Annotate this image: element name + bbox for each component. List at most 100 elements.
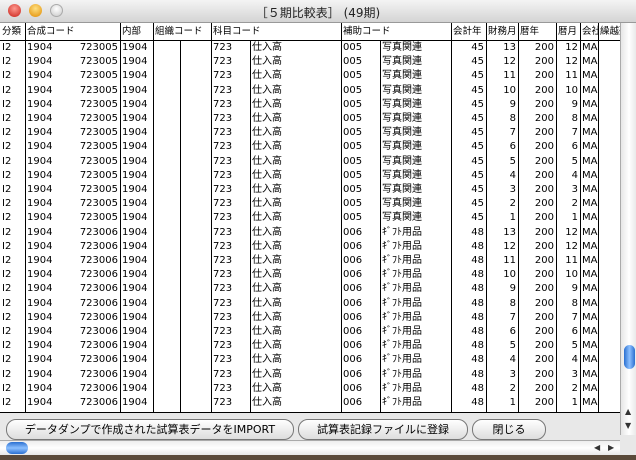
table-cell [180, 339, 211, 353]
table-cell: 1904 [122, 354, 148, 366]
table-row[interactable]: I2 1904 723005 1904 723 仕入高 005 写真関連 45 6 200 6 MA [0, 140, 620, 154]
table-cell: 45 [471, 184, 484, 195]
table-row[interactable]: I2 1904 723005 1904 723 仕入高 005 写真関連 45 3 200 3 MA [0, 183, 620, 197]
column-header[interactable]: 会社 [582, 26, 598, 37]
horizontal-scroll-thumb[interactable] [6, 442, 28, 454]
close-button[interactable]: 閉じる [472, 419, 546, 440]
table-cell: 写真関連 [382, 84, 422, 96]
table-cell: 1904 [27, 297, 53, 309]
table-cell: 5 [571, 155, 578, 167]
table-cell: 仕入高 [252, 226, 282, 238]
table-row[interactable]: I2 1904 723006 1904 723 仕入高 006 ｷﾞﾌﾄ用品 48 11 200 11… [0, 254, 620, 268]
table-cell [180, 311, 211, 325]
table-cell: 005 [343, 212, 363, 224]
table-row[interactable]: I2 1904 723006 1904 723 仕入高 006 ｷﾞﾌﾄ用品 48 7 200 7 MA [0, 311, 620, 325]
table-cell: 723006 [79, 340, 118, 352]
column-header[interactable]: 組織コード [155, 26, 203, 37]
table-row[interactable]: I2 1904 723006 1904 723 仕入高 006 ｷﾞﾌﾄ用品 48 6 200 6 MA [0, 325, 620, 339]
column-header[interactable]: 暦月 [558, 26, 578, 37]
table-cell: 723 [213, 283, 233, 295]
table-cell: 9 [571, 283, 578, 295]
table-cell: 723 [213, 354, 233, 366]
sub-column-divider [380, 41, 381, 412]
table-cell: 006 [343, 226, 363, 238]
column-header[interactable]: 財務月 [488, 26, 517, 37]
column-header[interactable]: 分類 [2, 26, 22, 37]
minimize-window-button[interactable] [29, 4, 42, 17]
table-cell: 1904 [27, 56, 53, 68]
vertical-scroll-thumb[interactable] [624, 345, 635, 369]
table-row[interactable]: I2 1904 723006 1904 723 仕入高 006 ｷﾞﾌﾄ用品 48 13 200 12… [0, 226, 620, 240]
window-title: ［５期比較表］ (49期) [255, 6, 381, 20]
table-cell: I2 [2, 340, 12, 352]
table-row[interactable]: I2 1904 723005 1904 723 仕入高 005 写真関連 45 1 200 1 MA [0, 211, 620, 225]
table-row[interactable]: I2 1904 723005 1904 723 仕入高 005 写真関連 45 12 200 12 MA [0, 55, 620, 69]
table-row[interactable]: I2 1904 723006 1904 723 仕入高 006 ｷﾞﾌﾄ用品 48 2 200 2 MA [0, 382, 620, 396]
table-row[interactable]: I2 1904 723006 1904 723 仕入高 006 ｷﾞﾌﾄ用品 48 3 200 3 MA [0, 368, 620, 382]
scroll-left-arrow-icon[interactable]: ◀ [594, 443, 601, 452]
table-cell: 723006 [79, 311, 118, 323]
table-row[interactable]: I2 1904 723005 1904 723 仕入高 005 写真関連 45 4 200 4 MA [0, 169, 620, 183]
zoom-window-button[interactable] [50, 4, 63, 17]
table-row[interactable]: I2 1904 723005 1904 723 仕入高 005 写真関連 45 5 200 5 MA [0, 155, 620, 169]
column-header[interactable]: 合成コード [27, 26, 75, 37]
table-row[interactable]: I2 1904 723005 1904 723 仕入高 005 写真関連 45 7 200 7 MA [0, 126, 620, 140]
table-cell: 写真関連 [382, 169, 422, 181]
table-cell: 1 [509, 397, 516, 408]
column-header[interactable]: 内部 [122, 26, 142, 37]
close-window-button[interactable] [8, 4, 21, 17]
import-button[interactable]: データダンプで作成された試算表データをIMPORT [6, 419, 294, 440]
table-cell: 写真関連 [382, 212, 422, 224]
table-cell: I2 [2, 141, 12, 153]
column-header[interactable]: 科目コード [213, 26, 261, 37]
table-row[interactable]: I2 1904 723005 1904 723 仕入高 005 写真関連 45 8 200 8 MA [0, 112, 620, 126]
table-cell: 48 [471, 283, 484, 295]
table-row[interactable]: I2 1904 723005 1904 723 仕入高 005 写真関連 45 2 200 2 MA [0, 197, 620, 211]
table-row[interactable]: I2 1904 723006 1904 723 仕入高 006 ｷﾞﾌﾄ用品 48 8 200 8 MA [0, 297, 620, 311]
table-cell: ｷﾞﾌﾄ用品 [382, 226, 422, 238]
table-cell: 723005 [79, 113, 118, 124]
column-header[interactable]: 補助コード [343, 26, 391, 37]
scroll-right-arrow-icon[interactable]: ▶ [608, 443, 615, 452]
table-cell: MA [582, 56, 598, 68]
table-cell: 仕入高 [252, 255, 282, 266]
table-row[interactable]: I2 1904 723006 1904 723 仕入高 006 ｷﾞﾌﾄ用品 48 4 200 4 MA [0, 353, 620, 367]
table-cell: 723006 [79, 283, 118, 295]
table-row[interactable]: I2 1904 723005 1904 723 仕入高 005 写真関連 45 9 200 9 MA [0, 98, 620, 112]
table-cell: MA [582, 269, 598, 281]
table-row[interactable]: I2 1904 723006 1904 723 仕入高 006 ｷﾞﾌﾄ用品 48 9 200 9 MA [0, 282, 620, 296]
register-button[interactable]: 試算表記録ファイルに登録 [298, 419, 468, 440]
table-row[interactable]: I2 1904 723005 1904 723 仕入高 005 写真関連 45 11 200 11 MA [0, 69, 620, 83]
table-cell: 1904 [27, 255, 53, 266]
scroll-down-arrow-icon[interactable]: ▼ [625, 421, 632, 430]
table-cell: 1904 [122, 127, 148, 139]
table-cell: 200 [534, 84, 554, 96]
table-row[interactable]: I2 1904 723005 1904 723 仕入高 005 写真関連 45 13 200 12 MA [0, 41, 620, 55]
table-row[interactable]: I2 1904 723006 1904 723 仕入高 006 ｷﾞﾌﾄ用品 48 12 200 12… [0, 240, 620, 254]
scroll-up-arrow-icon[interactable]: ▲ [625, 407, 632, 416]
table-cell: 1904 [27, 226, 53, 238]
table-row[interactable]: I2 1904 723006 1904 723 仕入高 006 ｷﾞﾌﾄ用品 48 5 200 5 MA [0, 339, 620, 353]
table-cell: MA [582, 212, 598, 224]
table-cell: ｷﾞﾌﾄ用品 [382, 340, 422, 352]
table-cell: 写真関連 [382, 113, 422, 124]
column-header[interactable]: 繰越残 [600, 26, 620, 37]
table-cell: MA [582, 397, 598, 408]
table-cell: 写真関連 [382, 42, 422, 53]
column-header[interactable]: 会計年 [453, 26, 482, 37]
table-cell [180, 84, 211, 98]
horizontal-scrollbar[interactable]: ◀ ▶ [0, 440, 620, 455]
table-cell: 48 [471, 311, 484, 323]
table-cell: 200 [534, 283, 554, 295]
vertical-scrollbar[interactable]: ▲ ▼ [620, 23, 636, 435]
table-cell: 723005 [79, 169, 118, 181]
table-cell: 45 [471, 42, 484, 53]
table-row[interactable]: I2 1904 723006 1904 723 仕入高 006 ｷﾞﾌﾄ用品 48 10 200 10… [0, 268, 620, 282]
table-cell: 200 [534, 169, 554, 181]
table-row[interactable]: I2 1904 723005 1904 723 仕入高 005 写真関連 45 10 200 10 MA [0, 84, 620, 98]
table-row[interactable]: I2 1904 723006 1904 723 仕入高 006 ｷﾞﾌﾄ用品 48 1 200 1 MA [0, 396, 620, 410]
table-cell: 723006 [79, 354, 118, 366]
table-cell: 006 [343, 255, 363, 266]
table-cell: 48 [471, 397, 484, 408]
column-header[interactable]: 暦年 [520, 26, 540, 37]
